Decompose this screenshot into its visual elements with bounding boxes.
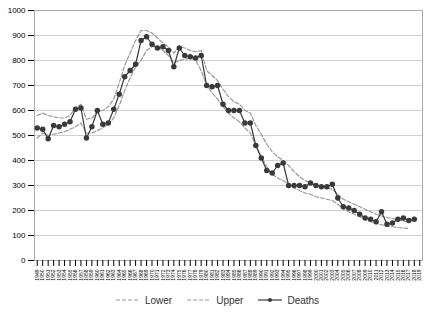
svg-text:2005: 2005: [339, 269, 346, 281]
svg-text:1963: 1963: [110, 269, 117, 281]
svg-text:2007: 2007: [350, 269, 357, 281]
svg-text:1959: 1959: [88, 269, 95, 281]
svg-text:1968: 1968: [137, 269, 144, 281]
svg-text:1969: 1969: [143, 269, 150, 281]
svg-text:1961: 1961: [99, 269, 106, 281]
svg-text:1980: 1980: [203, 269, 210, 281]
html-text:Upper: Upper: [216, 294, 244, 306]
svg-text:1996: 1996: [290, 269, 297, 281]
svg-text:1955: 1955: [66, 269, 73, 281]
svg-text:1987: 1987: [241, 269, 248, 281]
svg-text:300: 300: [12, 181, 26, 190]
svg-text:1978: 1978: [192, 269, 199, 281]
svg-text:1995: 1995: [285, 269, 292, 281]
svg-text:1977: 1977: [186, 269, 193, 281]
svg-text:1958: 1958: [83, 269, 89, 281]
svg-text:400: 400: [12, 156, 26, 165]
svg-text:2001: 2001: [318, 269, 324, 281]
svg-text:1984: 1984: [225, 269, 232, 281]
svg-text:1954: 1954: [61, 269, 68, 281]
svg-text:1983: 1983: [219, 269, 226, 281]
svg-text:2016: 2016: [400, 269, 406, 281]
svg-text:2002: 2002: [323, 269, 330, 281]
svg-text:2019: 2019: [416, 269, 422, 280]
svg-text:1989: 1989: [252, 269, 259, 281]
svg-text:500: 500: [12, 131, 26, 140]
html-text:Deaths: Deaths: [287, 294, 320, 306]
svg-text:1953: 1953: [55, 269, 62, 281]
svg-text:1985: 1985: [230, 269, 237, 281]
svg-text:1994: 1994: [279, 269, 286, 281]
svg-text:1997: 1997: [296, 269, 303, 281]
svg-text:2004: 2004: [334, 269, 341, 281]
svg-text:800: 800: [12, 56, 26, 65]
svg-text:2000: 2000: [312, 269, 319, 281]
svg-text:1979: 1979: [197, 269, 204, 281]
svg-text:2009: 2009: [361, 269, 368, 281]
svg-text:1990: 1990: [257, 269, 264, 281]
svg-text:2010: 2010: [367, 269, 374, 281]
svg-text:1976: 1976: [181, 269, 188, 281]
svg-text:1970: 1970: [148, 269, 155, 281]
svg-text:1998: 1998: [301, 269, 308, 281]
svg-text:2014: 2014: [389, 269, 395, 281]
svg-text:1960: 1960: [93, 269, 100, 281]
svg-text:1952: 1952: [50, 269, 57, 281]
svg-text:1949: 1949: [33, 269, 40, 281]
svg-text:2008: 2008: [356, 269, 363, 281]
svg-text:0: 0: [21, 256, 26, 265]
svg-text:2011: 2011: [372, 269, 379, 281]
svg-text:1956: 1956: [72, 269, 79, 281]
svg-text:1988: 1988: [247, 269, 253, 281]
svg-text:200: 200: [12, 206, 26, 215]
svg-text:1950: 1950: [39, 269, 46, 281]
svg-text:1957: 1957: [77, 269, 84, 281]
svg-text:1975: 1975: [175, 269, 182, 281]
svg-text:2013: 2013: [383, 269, 390, 281]
svg-text:100: 100: [12, 231, 26, 240]
svg-text:1993: 1993: [274, 269, 281, 281]
svg-text:900: 900: [12, 31, 26, 40]
svg-text:1986: 1986: [236, 269, 242, 281]
svg-text:2006: 2006: [345, 269, 352, 281]
html-text:Lower: Lower: [144, 294, 173, 306]
svg-text:1965: 1965: [121, 269, 128, 281]
svg-text:2017: 2017: [405, 269, 412, 281]
svg-text:1971: 1971: [154, 269, 161, 281]
svg-text:1964: 1964: [115, 269, 122, 281]
svg-text:2003: 2003: [328, 269, 335, 281]
svg-text:1992: 1992: [268, 269, 275, 281]
svg-text:1966: 1966: [126, 269, 133, 281]
svg-text:1000: 1000: [8, 6, 26, 15]
svg-text:600: 600: [12, 106, 26, 115]
svg-text:1991: 1991: [263, 269, 270, 281]
svg-text:1999: 1999: [307, 269, 314, 281]
svg-text:1962: 1962: [104, 269, 111, 281]
svg-text:1982: 1982: [214, 269, 221, 281]
svg-text:2012: 2012: [378, 269, 385, 281]
svg-text:1974: 1974: [170, 269, 177, 281]
svg-text:1951: 1951: [44, 269, 51, 281]
svg-text:700: 700: [12, 81, 26, 90]
svg-text:1981: 1981: [208, 269, 215, 281]
svg-text:2015: 2015: [394, 269, 401, 281]
svg-text:1967: 1967: [132, 269, 139, 281]
svg-text:1972: 1972: [159, 269, 166, 281]
svg-text:1973: 1973: [165, 269, 171, 281]
svg-text:2018: 2018: [410, 269, 417, 281]
